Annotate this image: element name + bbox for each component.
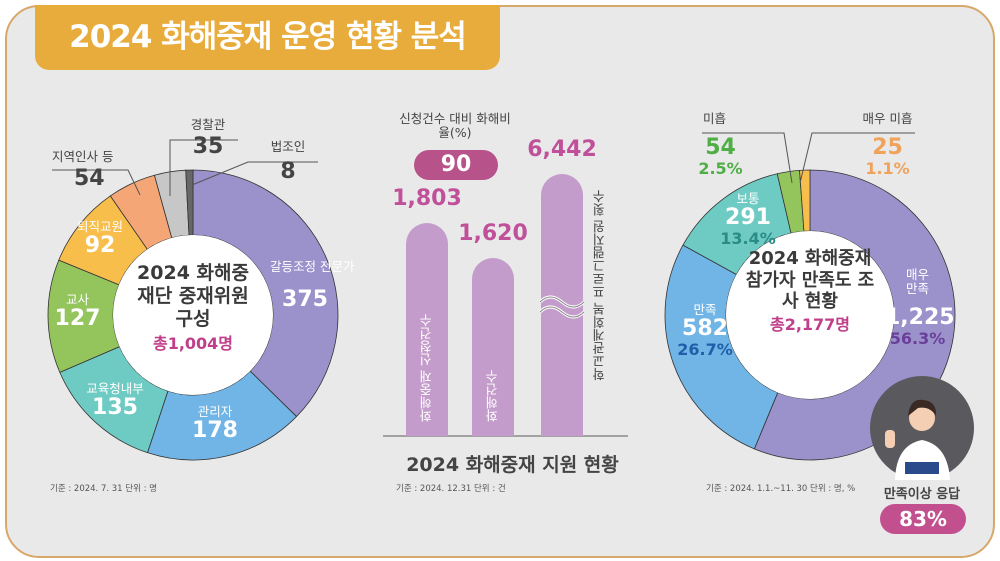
- ratio-label: 신청건수 대비 화해비율(%): [399, 111, 511, 140]
- bar: [541, 174, 583, 436]
- satisfaction-footnote: 기준 : 2024. 1.1.~11. 30 단위 : 명, %: [706, 484, 856, 494]
- person-illustration: [885, 399, 950, 480]
- slice-label-mediator: 갈등조정 전문가 375: [270, 259, 355, 312]
- slice-label-poor: 미흡 54 2.5%: [693, 112, 748, 178]
- slice-name: 만족: [693, 302, 717, 317]
- committee-center: 2024 화해중재단 중재위원구성 총1,004명: [130, 262, 256, 354]
- slice-value: 54: [74, 165, 105, 191]
- slice-name: 경찰관: [190, 117, 226, 132]
- slice-value: 35: [192, 133, 224, 159]
- slice-name: 관리자: [197, 404, 233, 419]
- slice-percent: 56.3%: [889, 328, 946, 348]
- committee-footnote: 기준 : 2024. 7. 31 단위 : 명: [50, 484, 158, 494]
- slice-value: 25: [872, 134, 903, 160]
- slice-label-retired: 퇴직교원 92: [70, 220, 130, 258]
- leader-lines: [52, 132, 915, 196]
- slice-percent: 2.5%: [698, 158, 743, 178]
- slice-name: 미흡: [703, 111, 727, 126]
- slice-label-very-satisfied: 매우 만족 1,225 56.3%: [885, 267, 955, 348]
- slice-name: 매우 만족: [905, 267, 929, 296]
- slice-value: 291: [725, 204, 771, 230]
- bar-value-label: 1,620: [458, 221, 528, 247]
- slice-label-satisfied: 만족 582 26.7%: [675, 303, 735, 359]
- committee-total: 총1,004명: [152, 334, 234, 354]
- donut-hole: [113, 235, 273, 395]
- slice-percent: 13.4%: [720, 228, 776, 248]
- bar-chart-title: 2024 화해중재 지원 현황: [406, 454, 619, 476]
- satisfaction-center: 2024 화해중재 참가자 만족도 조사 현황 총2,177명: [745, 248, 875, 334]
- satisfaction-total: 총2,177명: [769, 314, 851, 334]
- slice-name: 매우 미흡: [862, 111, 913, 126]
- page-title: 2024 화해중재 운영 현황 분석: [35, 5, 500, 70]
- bar-value-label: 1,803: [392, 186, 462, 212]
- bar-category-label: 화해건수: [486, 370, 501, 422]
- committee-donut: [47, 169, 339, 461]
- bar-value-label: 6,442: [527, 137, 597, 162]
- bar-category-label: 학교관계회복 프로그램지원 횟수: [593, 190, 608, 381]
- slice-label-office: 교육청내부 135: [75, 382, 155, 420]
- slice-value: 127: [54, 305, 101, 331]
- summary-label: 만족이상 응답: [883, 487, 961, 502]
- summary-badge: 83%: [880, 504, 966, 534]
- slice-name: 갈등조정 전문가: [270, 259, 355, 274]
- slice-label-admin: 관리자 178: [185, 405, 245, 443]
- slice-value: 1,225: [885, 304, 955, 330]
- axis-break-icon: [538, 290, 586, 320]
- committee-title: 2024 화해중재단 중재위원구성: [137, 262, 249, 330]
- slice-value: 92: [84, 232, 116, 258]
- slice-name: 교육청내부: [86, 381, 144, 396]
- donut-hole: [726, 231, 894, 399]
- slice-name: 보통: [736, 191, 760, 206]
- slice-value: 8: [280, 158, 296, 184]
- ratio-badge: 90: [414, 150, 498, 180]
- bar-category-label: 화해중재 신청건수: [420, 313, 435, 422]
- bar-footnote: 기준 : 2024. 12.31 단위 : 건: [396, 484, 506, 494]
- slice-label-very-poor: 매우 미흡 25 1.1%: [855, 112, 920, 178]
- slice-value: 582: [682, 315, 728, 341]
- slice-name: 지역인사 등: [52, 149, 114, 164]
- slice-value: 178: [192, 417, 238, 443]
- slice-label-lawyer: 법조인 8: [258, 140, 318, 184]
- slice-label-local: 지역인사 등 54: [52, 150, 137, 191]
- bar: [472, 258, 514, 436]
- slice-name: 법조인: [270, 139, 306, 154]
- slice-value: 135: [92, 394, 138, 420]
- slice-percent: 26.7%: [677, 339, 733, 359]
- slice-label-neutral: 보통 291 13.4%: [718, 192, 778, 248]
- slice-name: 교사: [65, 292, 89, 307]
- slice-percent: 1.1%: [865, 158, 910, 178]
- slice-label-teacher: 교사 127: [50, 293, 105, 331]
- slice-value: 54: [705, 134, 736, 160]
- satisfaction-title: 2024 화해중재 참가자 만족도 조사 현황: [745, 248, 875, 313]
- slice-value: 375: [282, 286, 328, 312]
- bar: [406, 223, 448, 436]
- slice-name: 퇴직교원: [76, 219, 123, 234]
- slice-label-police: 경찰관 35: [178, 118, 238, 159]
